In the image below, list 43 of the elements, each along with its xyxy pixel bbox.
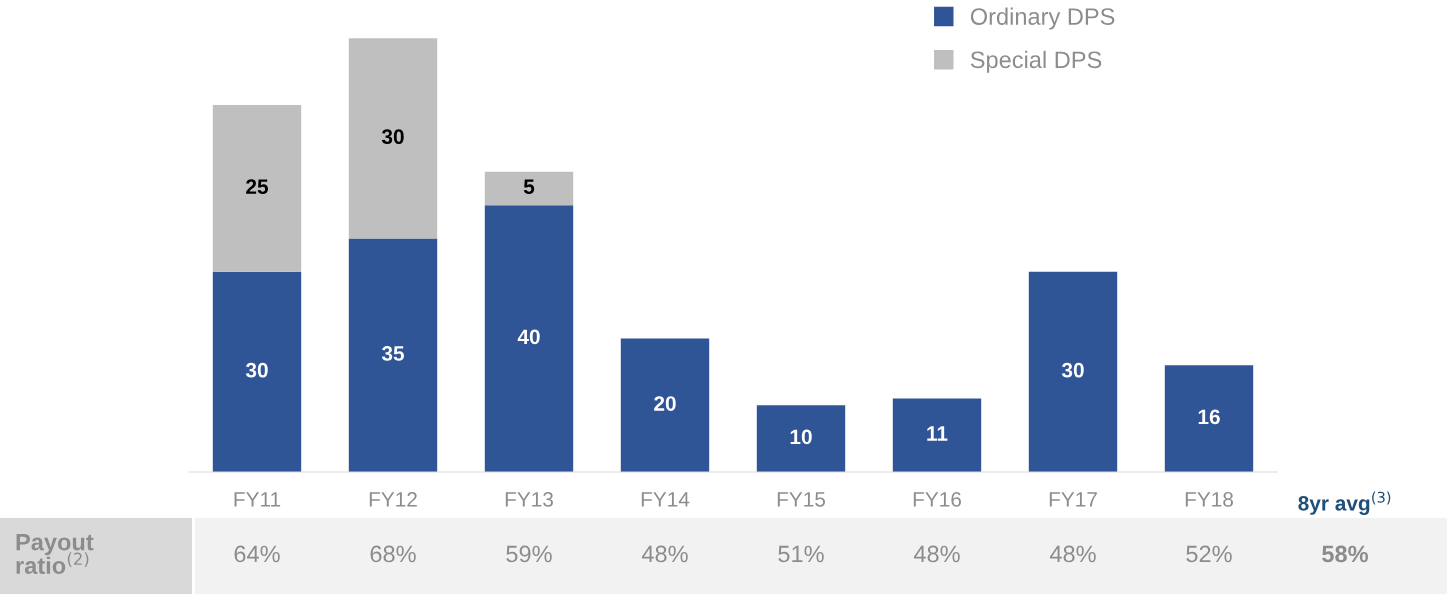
bar	[348, 38, 438, 239]
bar	[348, 238, 438, 472]
text: 68%	[370, 545, 416, 563]
text: 51%	[778, 545, 824, 563]
legend-label: Ordinary DPS	[970, 7, 1115, 30]
text: 48%	[641, 545, 688, 563]
text: 48%	[913, 545, 960, 563]
x-tick-label: FY13	[505, 491, 553, 507]
text: Payout ratio$^{(2)}$	[16, 534, 94, 575]
data-label: 30	[245, 362, 268, 378]
legend-label: Special DPS	[970, 50, 1102, 73]
x-tick-label: FY14	[641, 492, 690, 507]
data-label: 30	[1061, 362, 1084, 378]
data-label: 20	[654, 396, 676, 411]
data-label: 35	[381, 346, 405, 361]
data-label: 5	[523, 179, 535, 195]
bar	[620, 338, 710, 472]
bar	[1028, 271, 1118, 472]
x-tick-label: FY17	[1049, 492, 1097, 507]
data-label: 10	[790, 429, 812, 445]
x-tick-label: FY16	[913, 491, 961, 507]
text: 64%	[234, 545, 280, 563]
bar	[484, 171, 574, 206]
x-tick-label: FY18	[1185, 491, 1233, 507]
x-tick-label: FY11	[234, 492, 281, 507]
bar	[756, 405, 846, 472]
text: 58%	[1322, 545, 1369, 563]
bar	[212, 271, 302, 472]
data-label: 25	[246, 179, 269, 195]
bar	[484, 205, 574, 472]
data-label: 30	[381, 129, 404, 145]
text: 48%	[1049, 545, 1096, 563]
x-tick-label: 8yr avg$^{(3)}$	[1298, 491, 1391, 515]
bar	[1164, 365, 1254, 472]
x-tick-label: FY12	[369, 491, 417, 507]
text: 59%	[506, 545, 552, 563]
data-label: 16	[1198, 409, 1220, 425]
data-label: 40	[517, 329, 540, 345]
bar	[212, 105, 302, 272]
data-label: 11	[927, 426, 948, 441]
text: 52%	[1186, 545, 1232, 563]
x-tick-label: FY15	[777, 492, 826, 507]
bar	[892, 398, 982, 472]
